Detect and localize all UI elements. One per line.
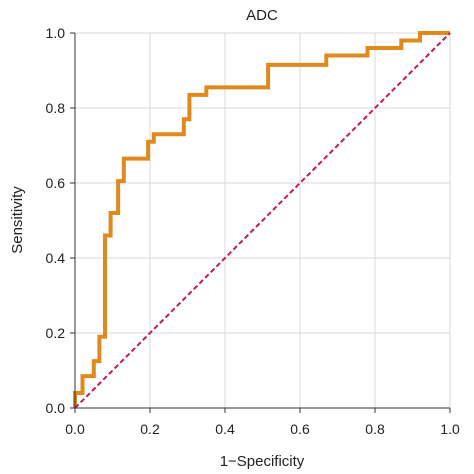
y-axis-title: Sensitivity: [9, 186, 26, 254]
x-tick-label: 0.6: [290, 421, 310, 437]
y-tick-label: 0.8: [46, 100, 66, 116]
y-tick-label: 0.0: [46, 400, 66, 416]
x-tick-label: 0.0: [65, 421, 85, 437]
y-tick-label: 0.4: [46, 250, 66, 266]
x-tick-label: 0.4: [215, 421, 235, 437]
series-layer: [73, 31, 451, 409]
x-tick-label: 0.8: [365, 421, 385, 437]
reference-diagonal-line: [74, 32, 451, 409]
y-tick-label: 1.0: [46, 25, 66, 41]
y-tick-label: 0.6: [46, 175, 66, 191]
y-tick-label: 0.2: [46, 325, 66, 341]
chart-title: ADC: [246, 7, 278, 24]
x-tick-label: 0.2: [140, 421, 160, 437]
x-tick-label: 1.0: [440, 421, 460, 437]
x-axis-title: 1−Specificity: [220, 453, 305, 470]
tick-layer: 0.0 0.2 0.4 0.6 0.8 1.0 0.0 0.2 0.4 0.6 0.8 1.0: [46, 25, 460, 437]
grid-lines: [74, 32, 451, 409]
roc-curve-line: [73, 31, 450, 408]
